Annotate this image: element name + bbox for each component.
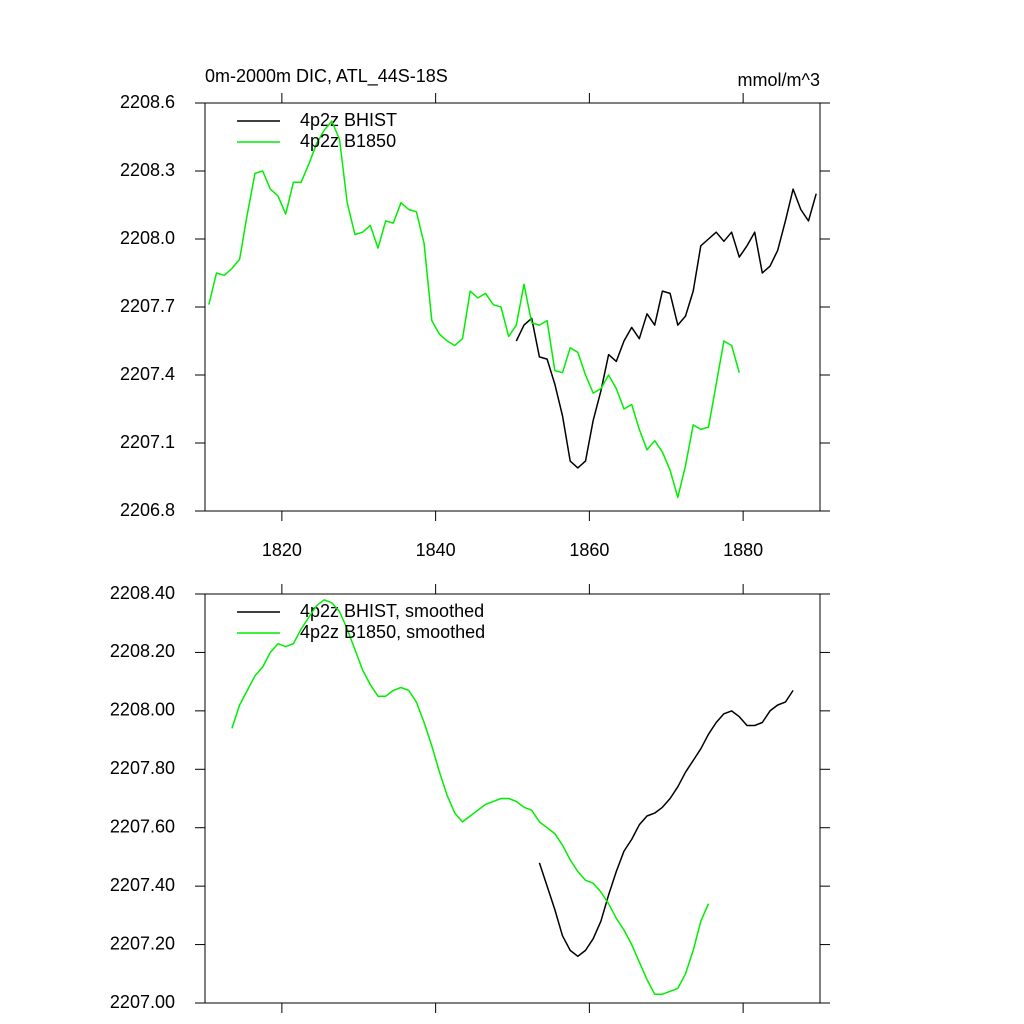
chart-title: 0m-2000m DIC, ATL_44S-18S <box>205 66 448 87</box>
y-tick-label: 2207.1 <box>120 432 175 452</box>
y-tick-label: 2208.0 <box>120 228 175 248</box>
y-tick-label: 2207.20 <box>110 933 175 953</box>
y-tick-label: 2208.3 <box>120 160 175 180</box>
legend-label: 4p2z BHIST <box>300 110 397 130</box>
plot-frame <box>204 593 821 1004</box>
y-tick-label: 2208.6 <box>120 92 175 112</box>
y-tick-label: 2207.40 <box>110 875 175 895</box>
x-tick-label: 1840 <box>416 540 456 560</box>
y-tick-label: 2207.60 <box>110 816 175 836</box>
y-tick-label: 2208.00 <box>110 700 175 720</box>
y-tick-label: 2207.4 <box>120 364 175 384</box>
x-tick-label: 1860 <box>569 540 609 560</box>
y-tick-label: 2207.80 <box>110 758 175 778</box>
y-tick-label: 2207.7 <box>120 296 175 316</box>
y-tick-label: 2206.8 <box>120 500 175 520</box>
data-line <box>538 689 794 958</box>
legend-label: 4p2z BHIST, smoothed <box>300 601 484 621</box>
data-line <box>231 599 710 995</box>
legend-label: 4p2z B1850, smoothed <box>300 622 485 642</box>
data-line <box>208 120 741 499</box>
data-line <box>515 188 817 469</box>
y-tick-label: 2208.20 <box>110 641 175 661</box>
legend-label: 4p2z B1850 <box>300 131 396 151</box>
x-tick-label: 1880 <box>723 540 763 560</box>
x-tick-label: 1820 <box>262 540 302 560</box>
y-tick-label: 2208.40 <box>110 583 175 603</box>
y-tick-label: 2207.00 <box>110 992 175 1012</box>
units-label: mmol/m^3 <box>738 70 820 90</box>
